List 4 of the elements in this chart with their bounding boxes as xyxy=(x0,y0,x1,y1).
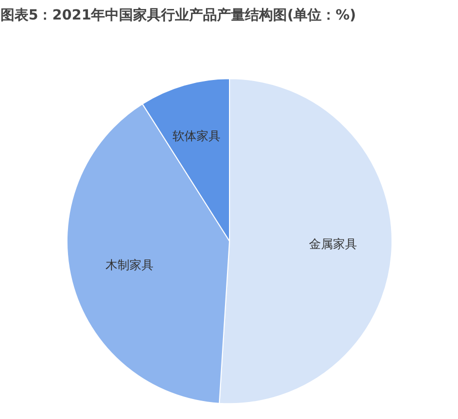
slice-label: 木制家具 xyxy=(105,258,154,272)
slice-label: 软体家具 xyxy=(172,128,221,143)
chart-title: 图表5：2021年中国家具行业产品产量结构图(单位：%) xyxy=(0,6,356,24)
slice-label: 金属家具 xyxy=(308,237,357,252)
